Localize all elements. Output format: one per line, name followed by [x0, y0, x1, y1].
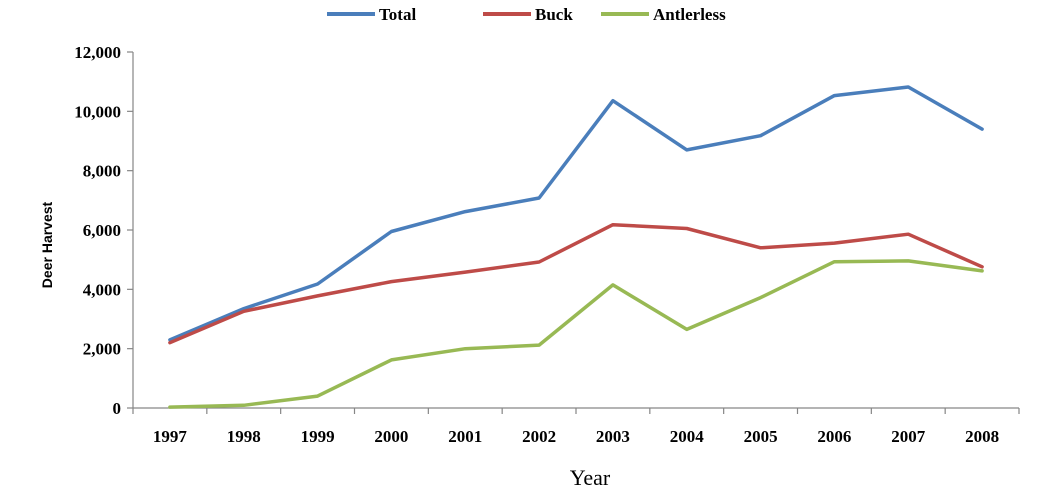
- x-tick-label: 2007: [891, 427, 926, 446]
- y-tick-label: 2,000: [83, 340, 121, 359]
- y-axis-label: Deer Harvest: [39, 201, 55, 288]
- x-tick-label: 2005: [744, 427, 778, 446]
- y-tick-label: 6,000: [83, 221, 121, 240]
- x-tick-label: 2003: [596, 427, 630, 446]
- x-tick-label: 2002: [522, 427, 556, 446]
- x-tick-label: 2001: [448, 427, 482, 446]
- legend-label-antlerless: Antlerless: [653, 5, 726, 24]
- x-tick-label: 1999: [301, 427, 335, 446]
- x-tick-label: 2004: [670, 427, 705, 446]
- x-tick-label: 2008: [965, 427, 999, 446]
- legend-label-total: Total: [379, 5, 416, 24]
- series-line-total: [168, 85, 984, 342]
- x-axis-label: Year: [570, 465, 611, 490]
- series-line-antlerless: [168, 259, 984, 409]
- x-axis: 1997 1998 1999 2000 2001 2002 2003 2004 2005 2006…: [132, 407, 1020, 446]
- x-tick-label: 2006: [817, 427, 851, 446]
- x-tick-label: 2000: [374, 427, 408, 446]
- series-layer: [168, 85, 984, 409]
- legend-label-buck: Buck: [535, 5, 573, 24]
- y-tick-label: 0: [113, 399, 122, 418]
- legend: Total Buck Antlerless: [327, 5, 726, 24]
- y-axis: 0 2,000 4,000 6,000 8,000 10,000 12,000: [74, 43, 134, 418]
- x-tick-label: 1998: [227, 427, 261, 446]
- series-line-buck: [168, 222, 984, 345]
- y-tick-label: 8,000: [83, 162, 121, 181]
- y-tick-label: 12,000: [74, 43, 121, 62]
- x-tick-label: 1997: [153, 427, 188, 446]
- y-tick-label: 4,000: [83, 280, 121, 299]
- y-tick-label: 10,000: [74, 102, 121, 121]
